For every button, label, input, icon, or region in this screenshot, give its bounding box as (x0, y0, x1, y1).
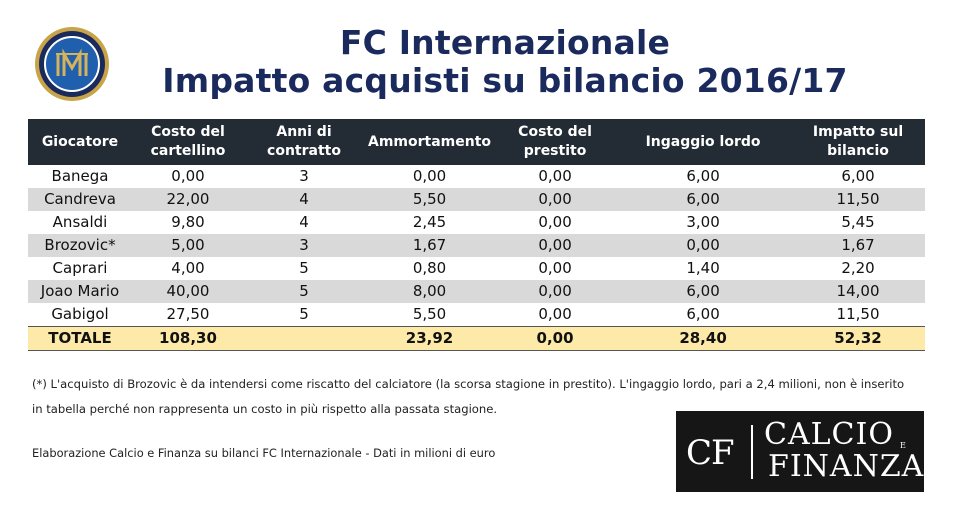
table-cell: 6,00 (615, 280, 792, 303)
table-cell: 4 (244, 188, 364, 211)
footnote: (*) L'acquisto di Brozovic è da intender… (32, 372, 904, 422)
table-cell: Caprari (28, 257, 132, 280)
table-row: Banega 0,00 3 0,00 0,00 6,00 6,00 (28, 165, 925, 188)
data-table: Giocatore Costo del cartellino Anni di c… (28, 119, 925, 351)
column-header: Ingaggio lordo (615, 119, 792, 165)
table-cell: 22,00 (132, 188, 244, 211)
table-cell: 0,00 (495, 165, 616, 188)
total-row: TOTALE 108,30 23,92 0,00 28,40 52,32 (28, 326, 925, 351)
table-cell: 1,67 (364, 234, 496, 257)
table-cell: 5,00 (132, 234, 244, 257)
table-cell: 4 (244, 211, 364, 234)
footnote-line-2: in tabella perché non rappresenta un cos… (32, 402, 498, 416)
table-cell: Candreva (28, 188, 132, 211)
table-row: Joao Mario 40,00 5 8,00 0,00 6,00 14,00 (28, 280, 925, 303)
brand-word-2: FINANZA (768, 449, 925, 484)
table-cell: 5,50 (364, 303, 496, 327)
table-cell: 6,00 (615, 165, 792, 188)
table-cell: Banega (28, 165, 132, 188)
table-cell: 6,00 (791, 165, 925, 188)
title-line-1: FC Internazionale (339, 23, 671, 62)
column-header: Costo del cartellino (132, 119, 244, 165)
table-row: Candreva 22,00 4 5,50 0,00 6,00 11,50 (28, 188, 925, 211)
brand-connector: E (900, 441, 906, 450)
table-cell: Brozovic* (28, 234, 132, 257)
brand-divider (751, 425, 753, 479)
table-cell: 5,50 (364, 188, 496, 211)
table-cell: 0,00 (495, 234, 616, 257)
title-line-2: Impatto acquisti su bilancio 2016/17 (162, 61, 848, 100)
table-cell: 0,00 (495, 257, 616, 280)
calcio-finanza-logo: CF CALCIO E FINANZA (676, 411, 924, 492)
table-cell: Gabigol (28, 303, 132, 327)
table-cell: 3,00 (615, 211, 792, 234)
inter-logo (34, 26, 110, 102)
column-header: Impatto sul bilancio (791, 119, 925, 165)
table-header-row: Giocatore Costo del cartellino Anni di c… (28, 119, 925, 165)
table-cell: 1,67 (791, 234, 925, 257)
table-row: Brozovic* 5,00 3 1,67 0,00 0,00 1,67 (28, 234, 925, 257)
table-cell: 9,80 (132, 211, 244, 234)
source-credit: Elaborazione Calcio e Finanza su bilanci… (32, 446, 496, 460)
table-cell: Ansaldi (28, 211, 132, 234)
table-cell: 1,40 (615, 257, 792, 280)
table-cell: 0,00 (615, 234, 792, 257)
table-cell: 3 (244, 165, 364, 188)
table-cell: 14,00 (791, 280, 925, 303)
table-cell: 5 (244, 257, 364, 280)
column-header: Ammortamento (364, 119, 496, 165)
column-header: Anni di contratto (244, 119, 364, 165)
total-cell: 0,00 (495, 326, 616, 351)
total-cell: 23,92 (364, 326, 496, 351)
table-row: Caprari 4,00 5 0,80 0,00 1,40 2,20 (28, 257, 925, 280)
total-cell: TOTALE (28, 326, 132, 351)
table-cell: 6,00 (615, 303, 792, 327)
page-title: FC Internazionale Impatto acquisti su bi… (120, 24, 890, 100)
table-cell: 5,45 (791, 211, 925, 234)
table-cell: 2,45 (364, 211, 496, 234)
total-cell: 28,40 (615, 326, 792, 351)
table-cell: Joao Mario (28, 280, 132, 303)
table-cell: 11,50 (791, 188, 925, 211)
table-cell: 0,00 (495, 280, 616, 303)
table-cell: 5 (244, 303, 364, 327)
table-cell: 2,20 (791, 257, 925, 280)
table-cell: 3 (244, 234, 364, 257)
table-cell: 0,00 (364, 165, 496, 188)
table-cell: 0,80 (364, 257, 496, 280)
table-cell: 40,00 (132, 280, 244, 303)
total-cell: 108,30 (132, 326, 244, 351)
table-cell: 0,00 (495, 211, 616, 234)
table-cell: 0,00 (495, 303, 616, 327)
table-cell: 4,00 (132, 257, 244, 280)
table-cell: 0,00 (495, 188, 616, 211)
total-cell (244, 326, 364, 351)
column-header: Giocatore (28, 119, 132, 165)
total-cell: 52,32 (791, 326, 925, 351)
table-cell: 6,00 (615, 188, 792, 211)
table-row: Gabigol 27,50 5 5,50 0,00 6,00 11,50 (28, 303, 925, 327)
table-cell: 0,00 (132, 165, 244, 188)
table-cell: 27,50 (132, 303, 244, 327)
brand-mark: CF (686, 433, 735, 473)
table-row: Ansaldi 9,80 4 2,45 0,00 3,00 5,45 (28, 211, 925, 234)
table-cell: 11,50 (791, 303, 925, 327)
brand-word-1: CALCIO (764, 417, 894, 452)
footnote-line-1: (*) L'acquisto di Brozovic è da intender… (32, 377, 905, 391)
table-cell: 5 (244, 280, 364, 303)
table-cell: 8,00 (364, 280, 496, 303)
column-header: Costo del prestito (495, 119, 616, 165)
